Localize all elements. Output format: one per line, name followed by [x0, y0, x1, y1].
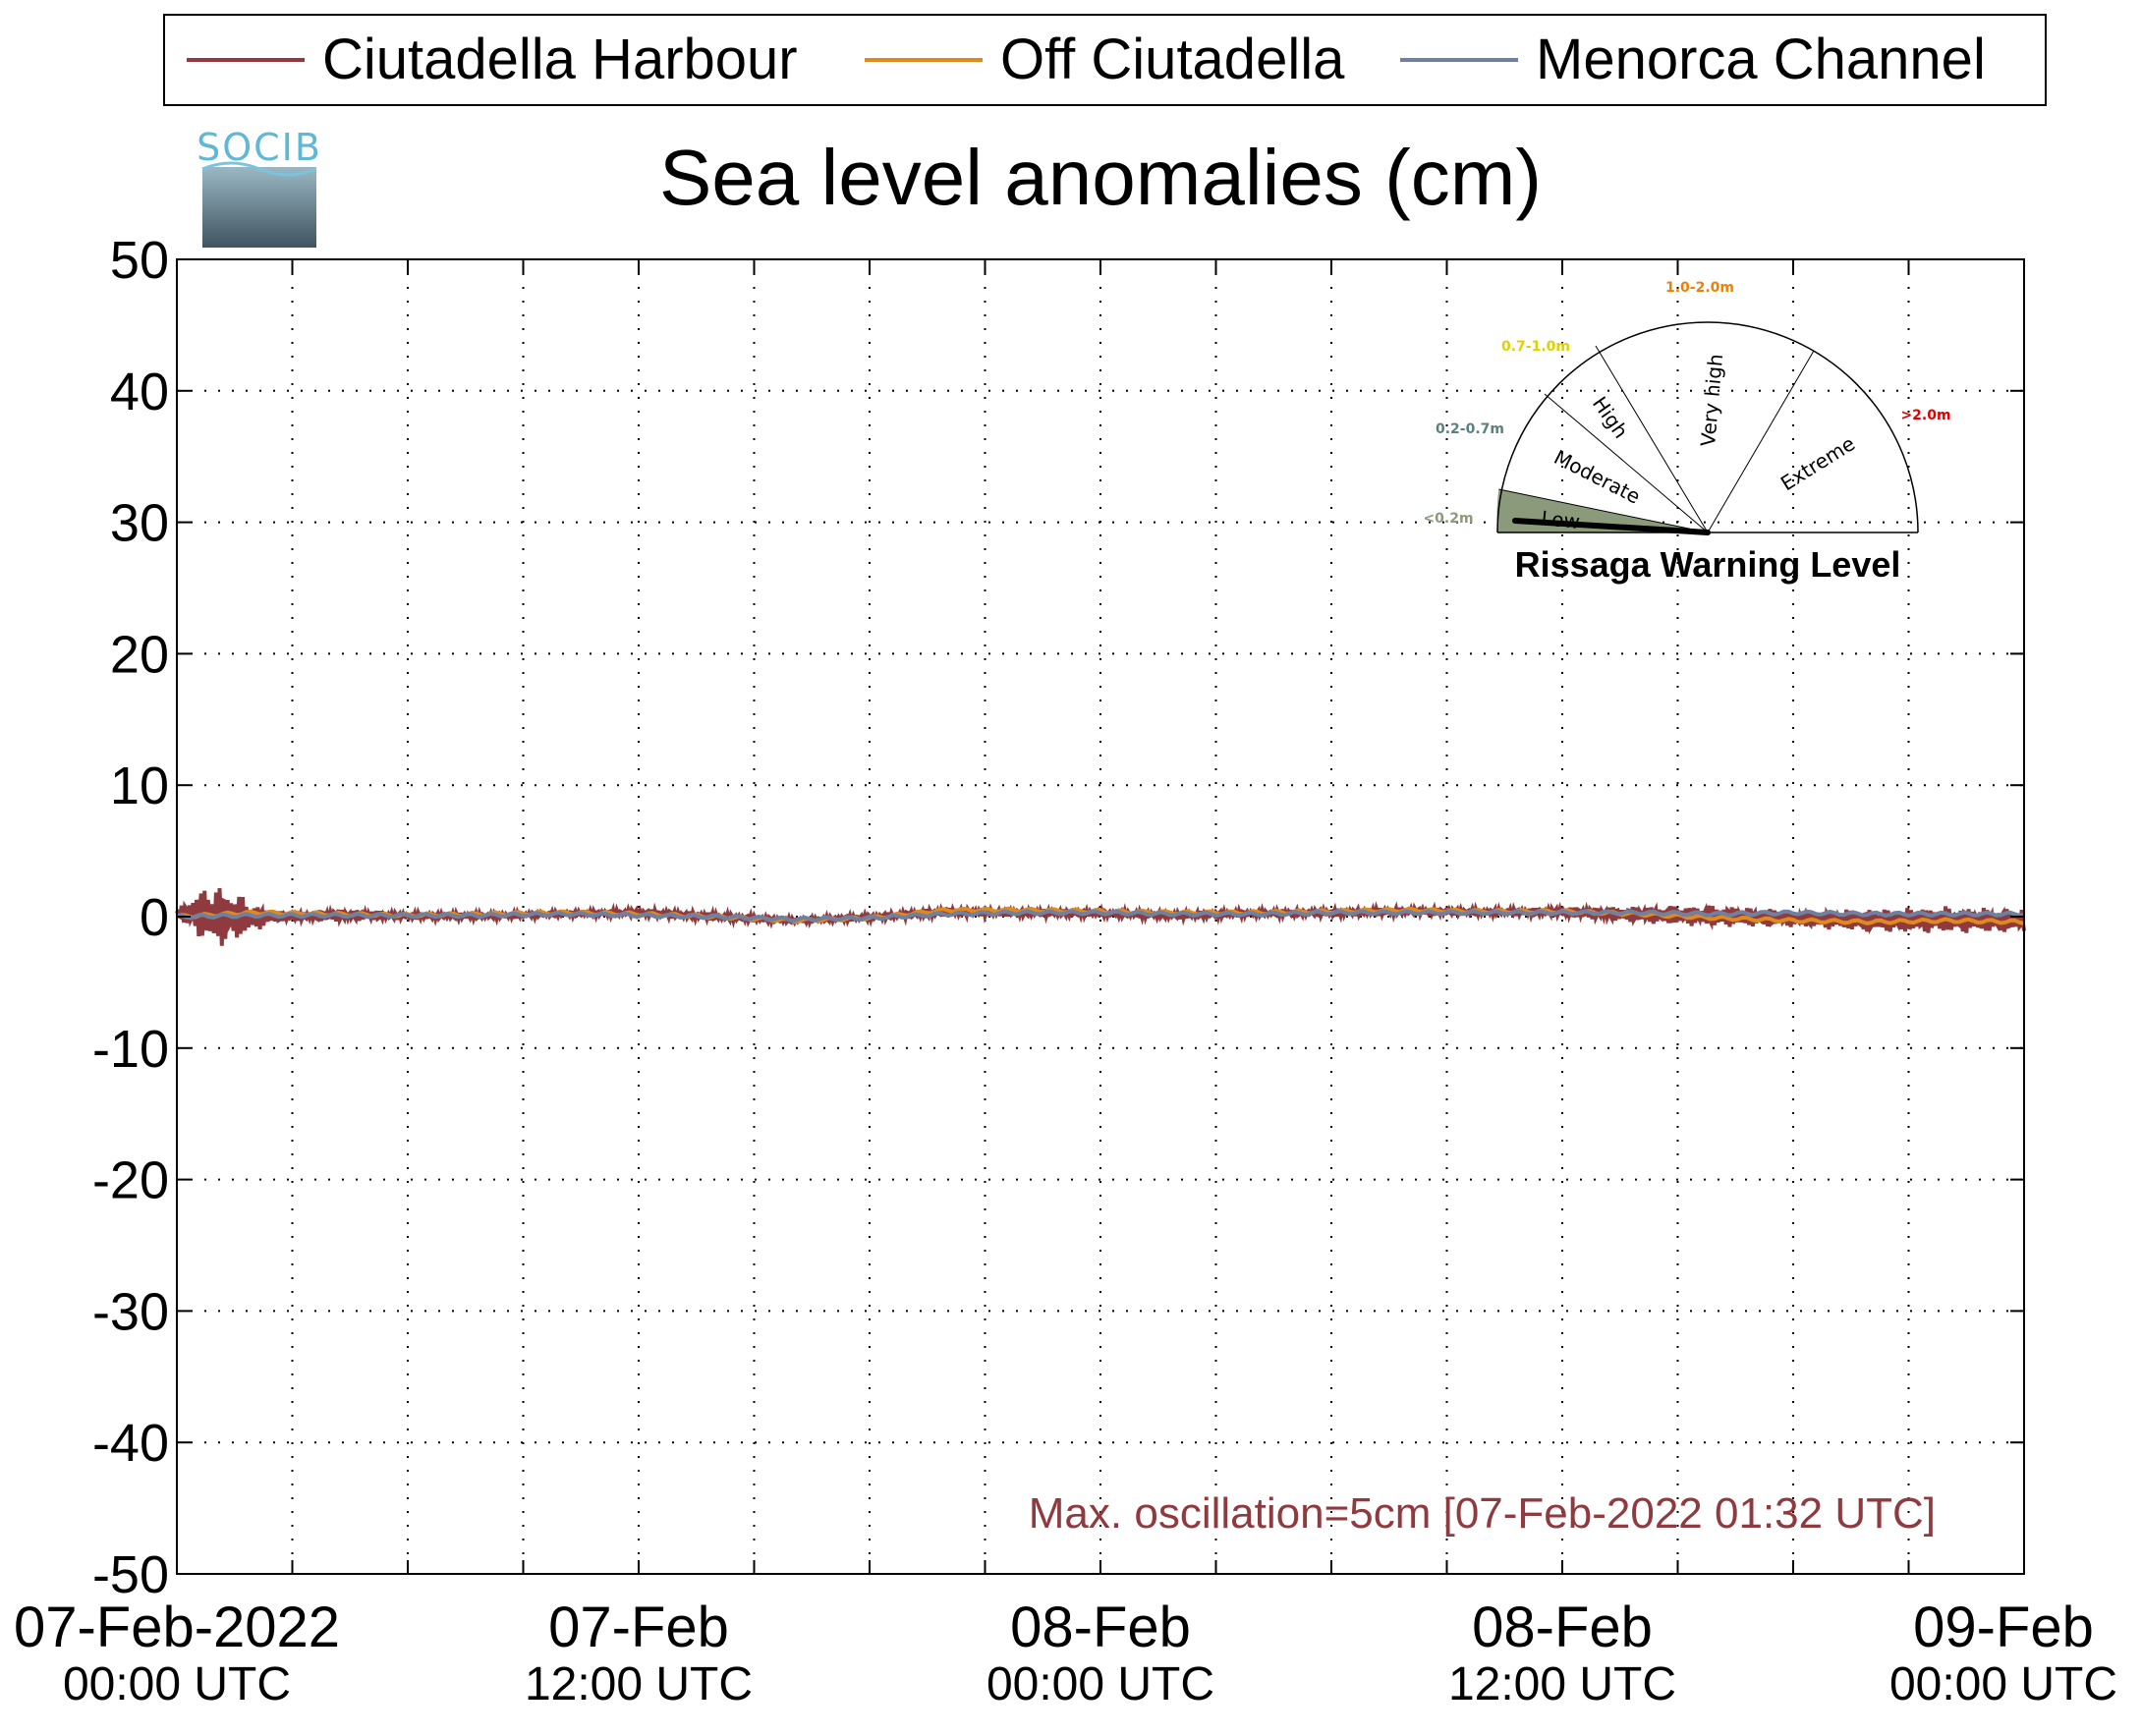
gauge-range-low: <0.2m	[1423, 511, 1473, 527]
y-tick-label: 0	[140, 888, 169, 947]
gauge-outline	[1496, 321, 1919, 533]
gauge-title: Rissaga Warning Level	[1515, 544, 1901, 585]
x-tick-label-time: 00:00 UTC	[63, 1658, 291, 1710]
socib-logo: SOCIB	[197, 126, 322, 248]
gauge-label-low: Low	[1540, 506, 1581, 533]
gauge-label-high: High	[1588, 392, 1633, 442]
socib-logo-text: SOCIB	[197, 126, 322, 169]
chart-title: Sea level anomalies (cm)	[659, 134, 1542, 221]
y-tick-labels: 50 40 30 20 10 0 -10 -20 -30 -40 -50	[92, 231, 169, 1604]
legend-label-ciutadella-harbour: Ciutadella Harbour	[322, 28, 798, 91]
socib-logo-block	[202, 167, 316, 248]
x-tick-label-time: 12:00 UTC	[1448, 1658, 1676, 1710]
x-tick-label-date: 09-Feb	[1913, 1596, 2094, 1659]
gauge-label-moderate: Moderate	[1550, 445, 1645, 509]
series-group	[175, 888, 2026, 946]
x-tick-label-time: 12:00 UTC	[525, 1658, 753, 1710]
series-line-menorca-channel	[176, 909, 2025, 924]
y-tick-label: -20	[92, 1151, 169, 1210]
y-tick-label: 40	[110, 363, 169, 421]
gauge-divider-4	[1707, 350, 1815, 533]
rissaga-warning-gauge: Low Moderate High Very high Extreme <0.2…	[1423, 280, 1950, 585]
x-tick-label-time: 00:00 UTC	[1889, 1658, 2117, 1710]
y-tick-label: -40	[92, 1414, 169, 1473]
axis-ticks	[177, 258, 2024, 1575]
y-tick-label: -10	[92, 1020, 169, 1079]
y-tick-label: 50	[110, 231, 169, 290]
x-tick-label-date: 07-Feb	[548, 1596, 729, 1659]
gauge-range-moderate: 0.2-0.7m	[1436, 421, 1504, 437]
gauge-range-extreme: >2.0m	[1900, 408, 1950, 423]
y-tick-label: 20	[110, 625, 169, 684]
gauge-divider-1	[1498, 488, 1709, 533]
gauge-range-high: 0.7-1.0m	[1501, 339, 1570, 355]
y-tick-label: 10	[110, 756, 169, 815]
legend: Ciutadella Harbour Off Ciutadella Menorc…	[163, 14, 2047, 106]
gauge-divider-2	[1544, 393, 1709, 533]
gauge-label-very-high: Very high	[1696, 353, 1727, 447]
gauge-range-very-high: 1.0-2.0m	[1665, 280, 1734, 296]
x-tick-label-date: 08-Feb	[1472, 1596, 1653, 1659]
x-tick-label-date: 08-Feb	[1010, 1596, 1191, 1659]
legend-label-menorca-channel: Menorca Channel	[1536, 28, 1986, 91]
max-oscillation-annotation: Max. oscillation=5cm [07-Feb-2022 01:32 …	[1029, 1489, 1936, 1538]
legend-box	[163, 14, 2047, 106]
gauge-label-extreme: Extreme	[1776, 431, 1859, 495]
y-tick-label: -50	[92, 1545, 169, 1604]
x-tick-label-time: 00:00 UTC	[986, 1658, 1214, 1710]
gauge-needle	[1512, 518, 1711, 535]
x-tick-label-date: 07-Feb-2022	[14, 1596, 340, 1659]
gauge-divider-3	[1595, 345, 1709, 533]
y-tick-label: -30	[92, 1282, 169, 1341]
legend-label-off-ciutadella: Off Ciutadella	[1000, 28, 1345, 91]
y-tick-label: 30	[110, 494, 169, 553]
